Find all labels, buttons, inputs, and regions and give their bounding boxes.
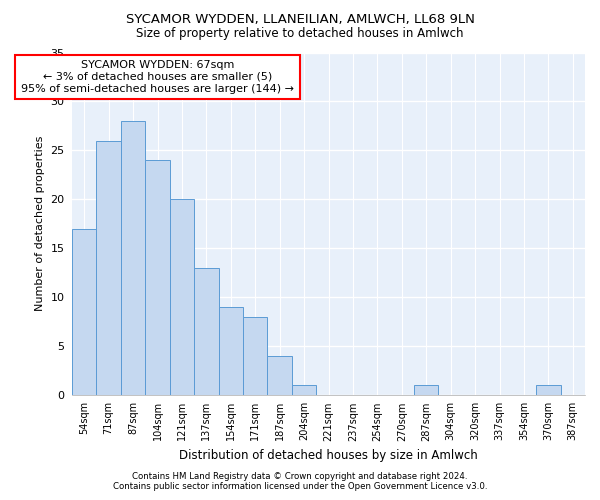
- Bar: [292, 385, 316, 395]
- Y-axis label: Number of detached properties: Number of detached properties: [35, 136, 44, 312]
- Text: SYCAMOR WYDDEN: 67sqm
← 3% of detached houses are smaller (5)
95% of semi-detach: SYCAMOR WYDDEN: 67sqm ← 3% of detached h…: [21, 60, 294, 94]
- Bar: [97, 140, 121, 395]
- Text: SYCAMOR WYDDEN, LLANEILIAN, AMLWCH, LL68 9LN: SYCAMOR WYDDEN, LLANEILIAN, AMLWCH, LL68…: [125, 12, 475, 26]
- Bar: [121, 121, 145, 395]
- Text: Size of property relative to detached houses in Amlwch: Size of property relative to detached ho…: [136, 28, 464, 40]
- Bar: [218, 307, 243, 395]
- Bar: [194, 268, 218, 395]
- Bar: [414, 385, 439, 395]
- Text: Contains public sector information licensed under the Open Government Licence v3: Contains public sector information licen…: [113, 482, 487, 491]
- X-axis label: Distribution of detached houses by size in Amlwch: Distribution of detached houses by size …: [179, 449, 478, 462]
- Text: Contains HM Land Registry data © Crown copyright and database right 2024.: Contains HM Land Registry data © Crown c…: [132, 472, 468, 481]
- Bar: [72, 228, 97, 395]
- Bar: [268, 356, 292, 395]
- Bar: [170, 200, 194, 395]
- Bar: [243, 316, 268, 395]
- Bar: [536, 385, 560, 395]
- Bar: [145, 160, 170, 395]
